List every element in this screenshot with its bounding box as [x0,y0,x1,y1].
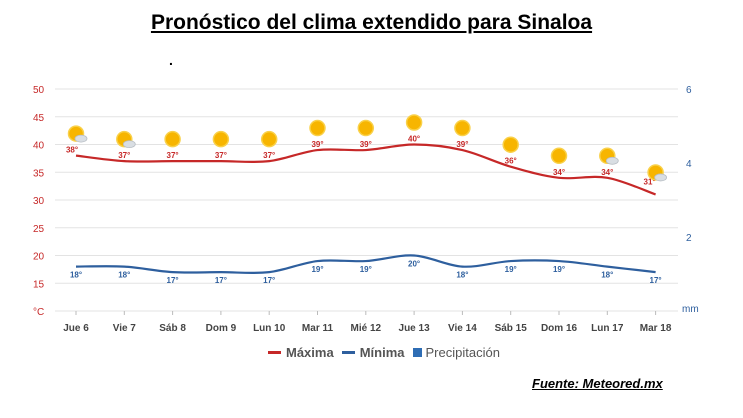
sun-icon [405,114,423,131]
y-tick-right: 4 [686,159,692,170]
maxima-label: 34° [601,168,613,177]
sun-icon [164,130,181,148]
y-tick-left: 40 [33,141,45,152]
maxima-label: 37° [263,151,275,160]
minima-label: 17° [215,276,227,285]
y-tick-left: 15 [33,279,45,290]
x-tick-label: Mar 18 [640,323,672,334]
maxima-label: 37° [118,151,130,160]
x-tick-label: Vie 7 [113,323,137,334]
maxima-label: 40° [408,135,420,144]
minima-label: 18° [456,271,468,280]
source-credit: Fuente: Meteored.mx [532,376,663,391]
sun-icon [454,119,471,137]
y-tick-left: 35 [33,168,45,179]
x-tick-label: Lun 17 [591,323,624,334]
minima-label: 19° [360,265,372,274]
x-tick-label: Mié 12 [351,323,382,334]
x-tick-label: Jue 6 [63,323,89,334]
y-tick-left: 45 [33,113,45,124]
minima-label: 19° [505,265,517,274]
legend-swatch-maxima [268,351,281,354]
maxima-label: 37° [167,151,179,160]
minima-label: 18° [601,271,613,280]
x-tick-label: Sáb 15 [495,323,528,334]
legend-label-minima: Mínima [359,345,405,360]
sun-icon [309,119,326,137]
maxima-label: 39° [360,140,372,149]
x-tick-label: Jue 13 [399,323,431,334]
y-tick-right: 2 [686,233,692,244]
sun-cloud-icon [599,147,619,165]
legend-swatch-precipitacion [412,348,422,357]
y-tick-left: 30 [33,196,45,207]
maxima-label: 34° [553,168,565,177]
y-tick-left: 20 [33,252,45,263]
maxima-line [75,143,656,196]
legend-label-precipitacion: Precipitación [425,345,500,360]
minima-label: 19° [311,265,323,274]
y-tick-left: 50 [33,85,45,96]
sun-icon [260,130,278,148]
sun-icon [357,119,375,137]
sun-icon [550,147,568,165]
sun-cloud-icon [116,130,136,149]
x-tick-label: Mar 11 [302,323,334,334]
x-tick-label: Dom 16 [541,323,578,334]
legend-item-precipitacion[interactable]: Precipitación [412,345,500,360]
x-tick-label: Dom 9 [206,323,237,334]
y-tick-right: 6 [686,85,692,96]
minima-label: 18° [70,271,82,280]
maxima-label: 37° [215,151,227,160]
minima-label: 17° [167,276,179,285]
x-tick-label: Lun 10 [253,323,286,334]
minima-label: 17° [263,276,275,285]
legend-item-minima[interactable]: Mínima [341,345,405,360]
sun-cloud-icon [67,125,88,143]
minima-line [75,254,656,275]
legend-label-maxima: Máxima [286,345,334,360]
legend-swatch-minima [341,351,355,354]
minima-label: 17° [650,276,662,285]
maxima-label: 38° [66,146,78,155]
chart-legend: Máxima Mínima Precipitación [268,345,508,360]
sun-icon [212,130,230,148]
page-title: Pronóstico del clima extendido para Sina… [150,11,593,34]
sun-cloud-icon [647,164,667,182]
minima-label: 19° [553,265,565,274]
legend-item-maxima[interactable]: Máxima [268,345,334,360]
y-tick-left: °C [33,307,44,318]
sun-icon [502,136,519,153]
minima-label: 18° [118,271,130,280]
maxima-label: 39° [456,140,468,149]
x-tick-label: Sáb 8 [159,323,186,334]
minima-label: 20° [408,260,420,269]
maxima-label: 36° [505,157,517,166]
maxima-label: 31° [644,177,656,186]
y-tick-left: 25 [33,224,45,235]
stray-mark: . [169,52,173,68]
y-unit-right: mm [682,304,699,315]
x-tick-label: Vie 14 [448,323,477,334]
weather-chart: 50 45 40 35 30 25 20 15 °C 6 4 2 mm Jue 6 Vie 7 Sáb 8 Do… [33,85,699,334]
maxima-label: 39° [311,140,323,149]
